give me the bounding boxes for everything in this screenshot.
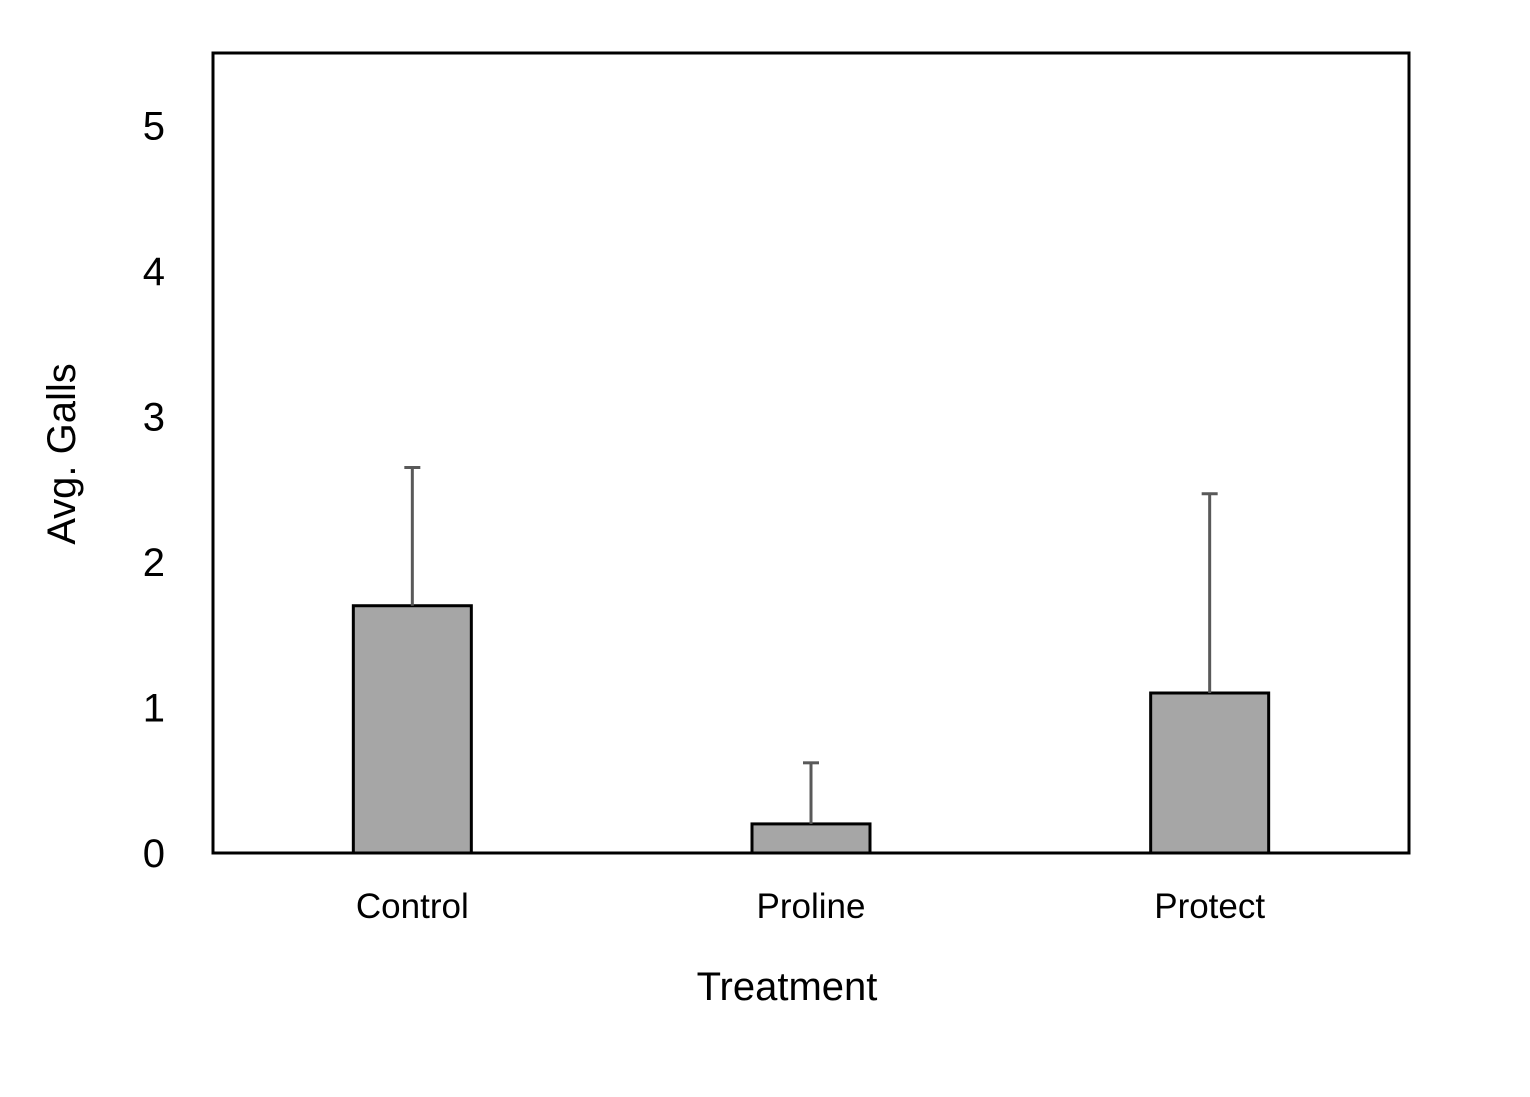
- bar-control: [351, 604, 473, 855]
- y-tick-labels: 0 1 2 3 4 5: [143, 105, 165, 876]
- y-tick-label: 3: [143, 396, 165, 440]
- y-tick-label: 2: [143, 541, 165, 585]
- y-tick-label: 1: [143, 687, 165, 731]
- y-axis-title: Avg. Galls: [40, 363, 84, 545]
- error-bars-layer: [404, 466, 1218, 824]
- y-tick-label: 4: [143, 250, 165, 294]
- x-tick-labels: Control Proline Protect: [356, 887, 1265, 926]
- y-tick-label: 5: [143, 105, 165, 149]
- error-bar-proline: [803, 761, 819, 824]
- plot-frame: [211, 51, 1411, 855]
- bar-proline: [750, 822, 872, 855]
- bar-protect: [1149, 691, 1271, 855]
- y-tick-label: 0: [143, 832, 165, 876]
- error-bar-control: [404, 466, 421, 606]
- error-bar-protect: [1201, 492, 1218, 693]
- x-tick-label-control: Control: [356, 887, 469, 926]
- x-tick-label-protect: Protect: [1154, 887, 1265, 926]
- x-axis-title: Treatment: [697, 965, 878, 1009]
- x-tick-label-proline: Proline: [757, 887, 866, 926]
